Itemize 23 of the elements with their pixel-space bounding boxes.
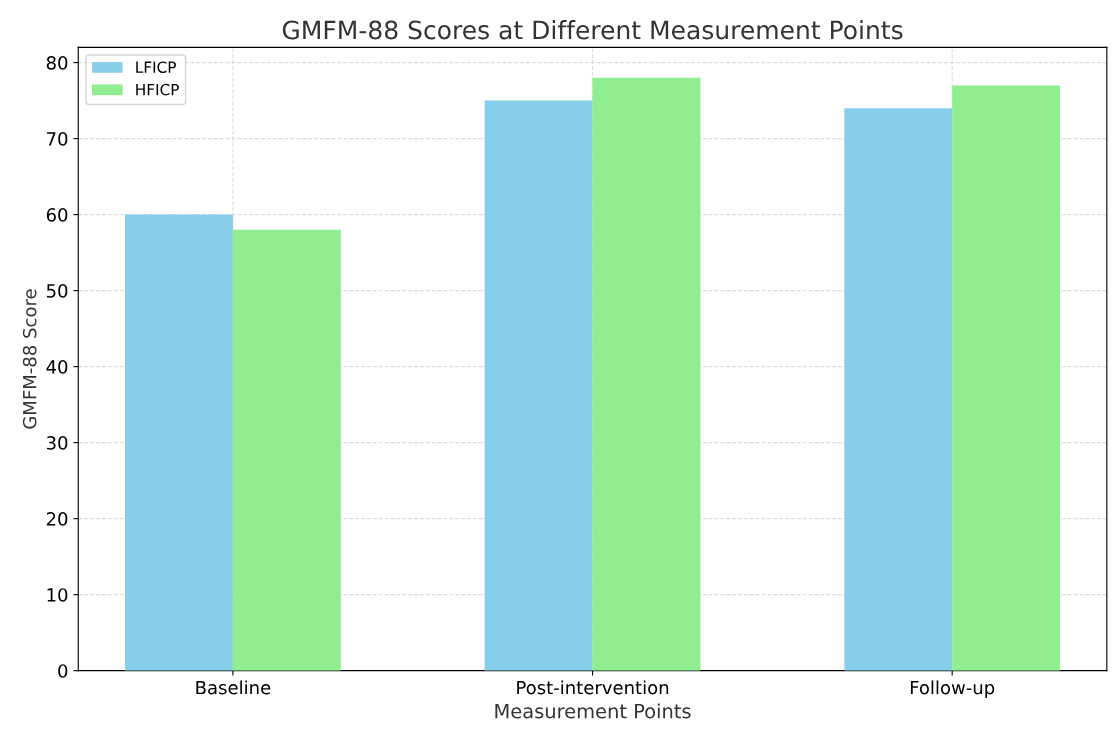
- x-tick-label: Post-intervention: [517, 680, 669, 695]
- y-tick-label: 20: [46, 512, 68, 526]
- y-axis-title: GMFM-88 Score: [22, 289, 37, 429]
- y-tick-label: 80: [46, 56, 68, 70]
- y-tick-label: 70: [47, 132, 68, 146]
- bar: [484, 100, 593, 671]
- x-tick-label: Follow-up: [910, 680, 995, 698]
- y-tick-label: 30: [46, 436, 68, 450]
- x-axis-title: Measurement Points: [495, 703, 691, 719]
- legend-label: HFICP: [136, 83, 179, 96]
- y-tick-label: 0: [58, 664, 68, 678]
- chart-title: GMFM-88 Scores at Different Measurement Points: [282, 20, 903, 40]
- legend-label: LFICP: [136, 61, 176, 73]
- bar: [844, 108, 953, 671]
- y-tick-label: 60: [46, 208, 68, 222]
- bar: [125, 214, 233, 671]
- bar: [232, 229, 341, 671]
- bar: [952, 85, 1061, 671]
- y-tick-label: 50: [46, 284, 68, 298]
- y-tick-label: 40: [46, 360, 68, 374]
- x-tick-label: Baseline: [196, 680, 271, 695]
- bar: [592, 77, 701, 671]
- y-tick-label: 10: [47, 588, 68, 602]
